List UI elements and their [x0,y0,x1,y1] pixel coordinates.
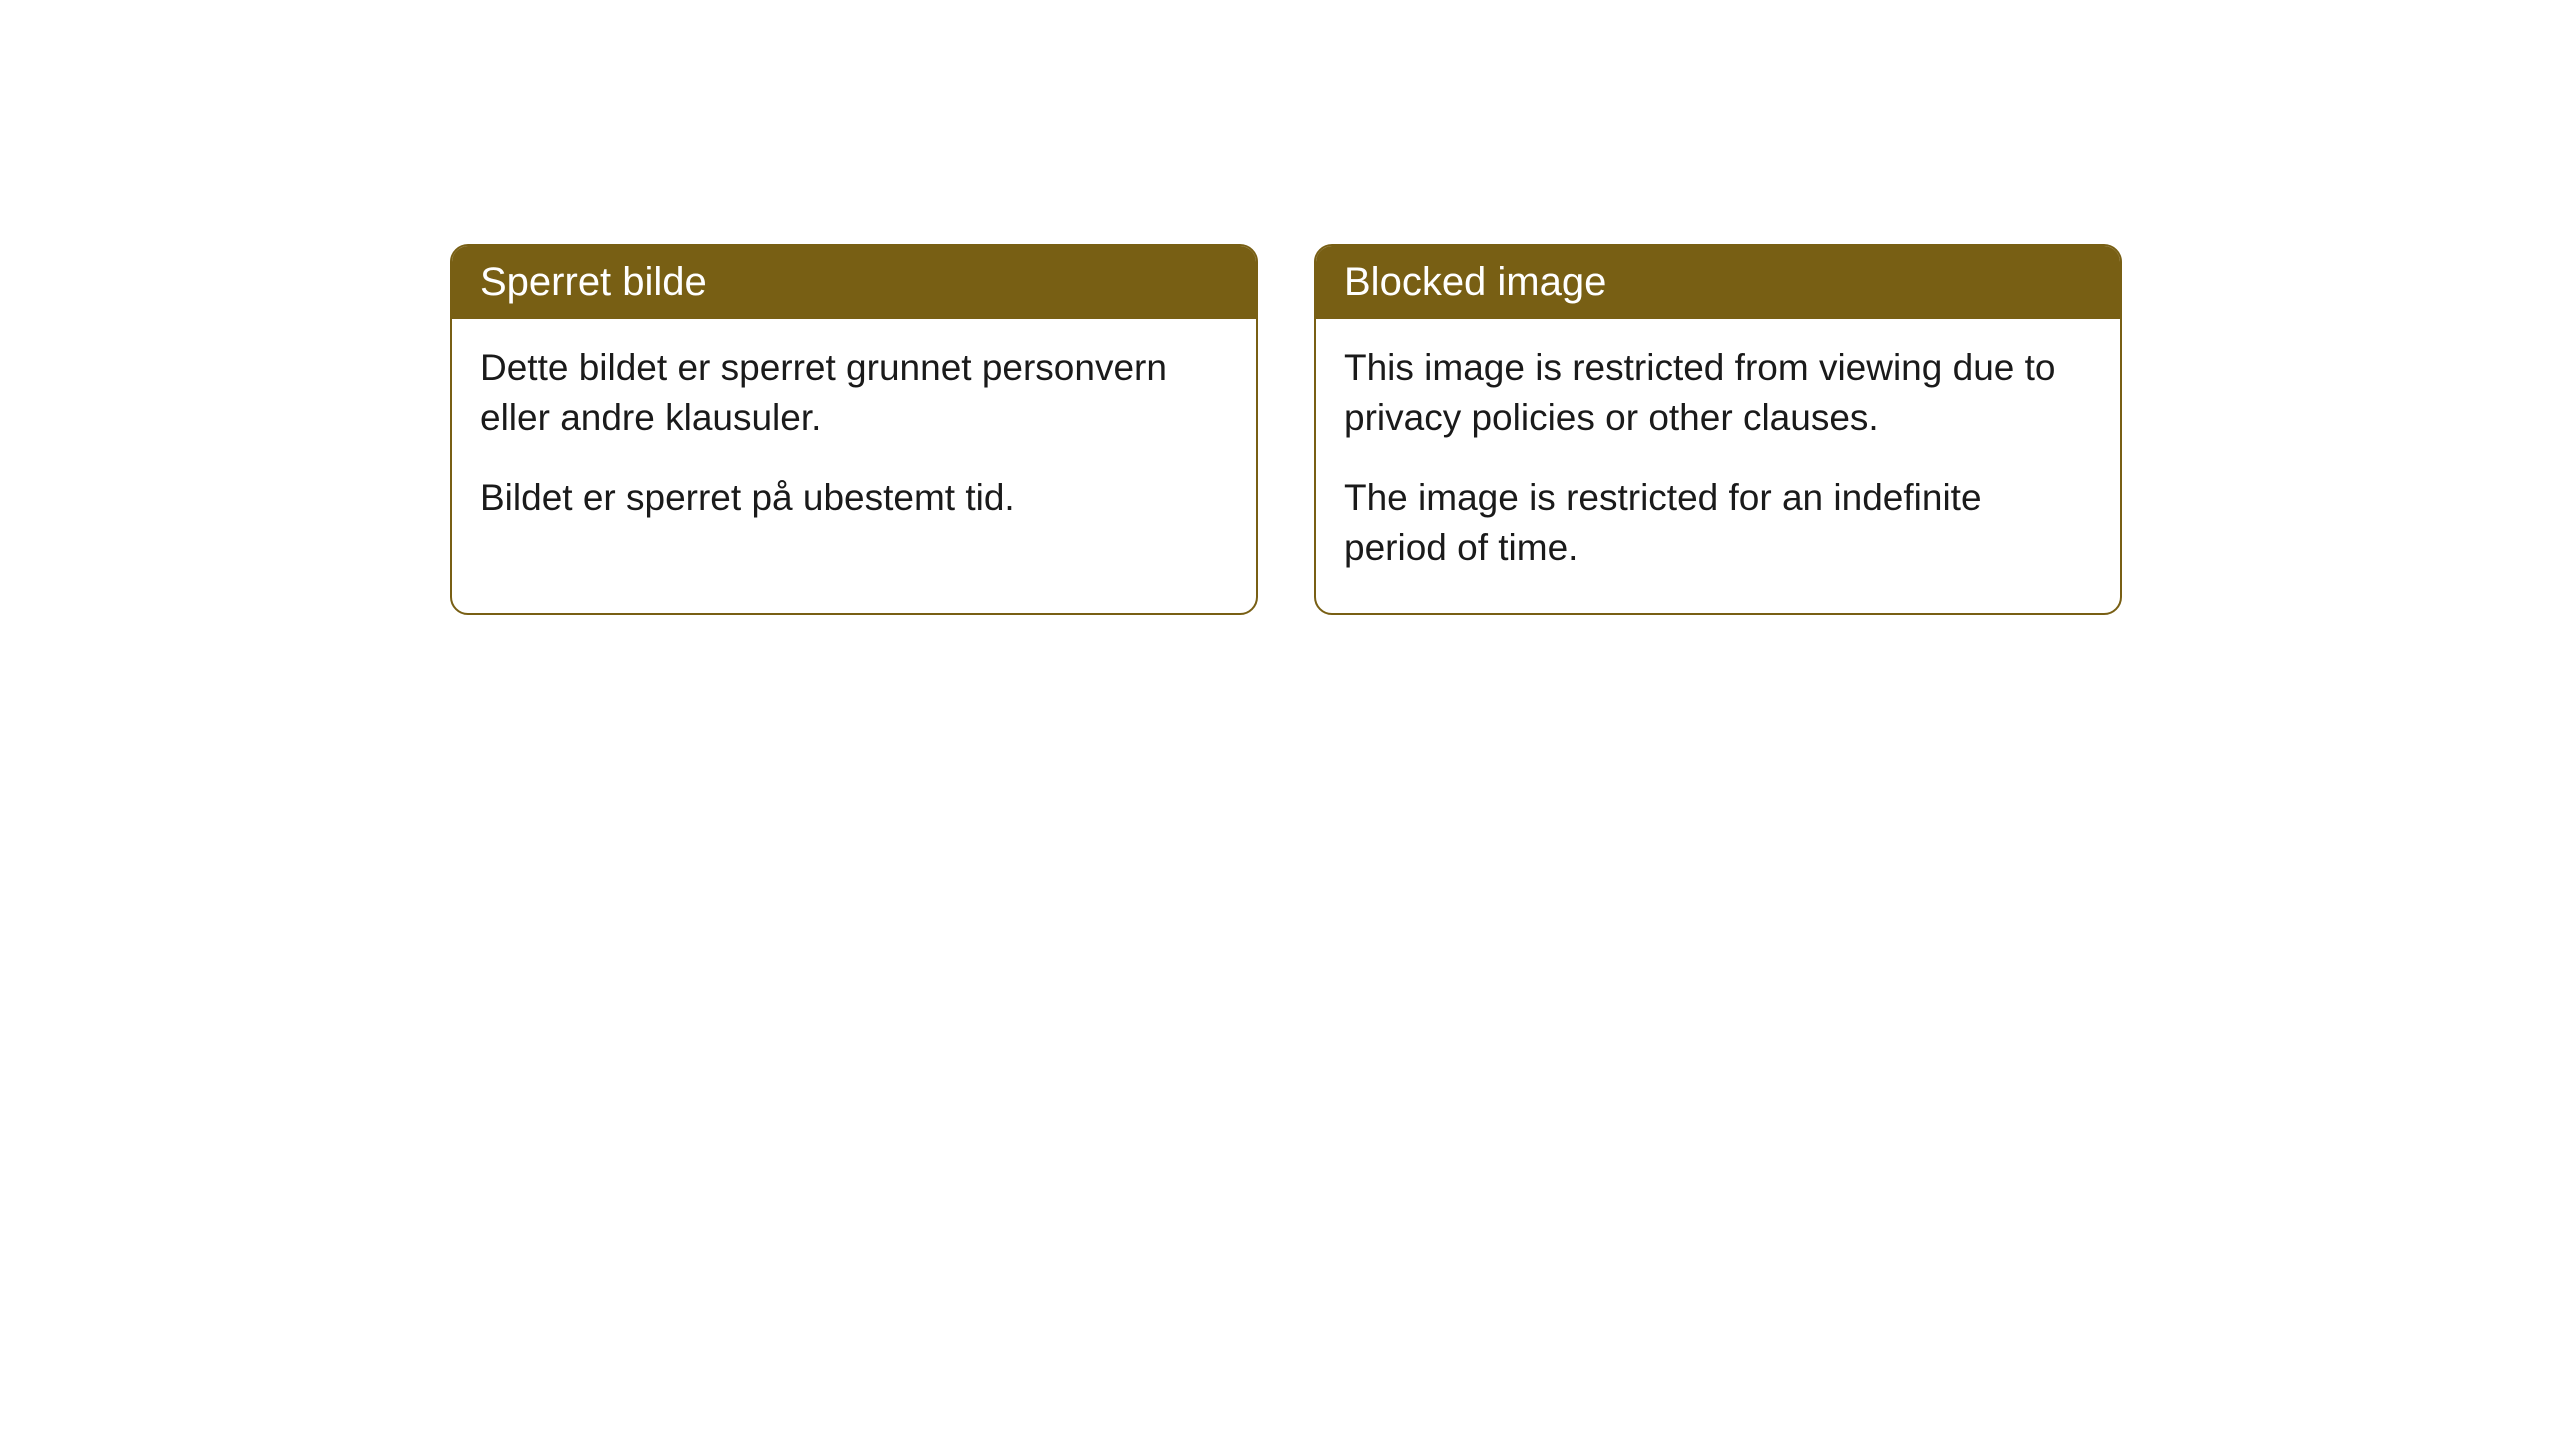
blocked-image-card-norwegian: Sperret bilde Dette bildet er sperret gr… [450,244,1258,615]
card-title: Sperret bilde [452,246,1256,319]
card-paragraph: Bildet er sperret på ubestemt tid. [480,473,1228,523]
blocked-image-card-english: Blocked image This image is restricted f… [1314,244,2122,615]
card-paragraph: This image is restricted from viewing du… [1344,343,2092,443]
card-body: This image is restricted from viewing du… [1316,319,2120,613]
card-paragraph: Dette bildet er sperret grunnet personve… [480,343,1228,443]
notification-cards-container: Sperret bilde Dette bildet er sperret gr… [450,244,2122,615]
card-paragraph: The image is restricted for an indefinit… [1344,473,2092,573]
card-title: Blocked image [1316,246,2120,319]
card-body: Dette bildet er sperret grunnet personve… [452,319,1256,563]
